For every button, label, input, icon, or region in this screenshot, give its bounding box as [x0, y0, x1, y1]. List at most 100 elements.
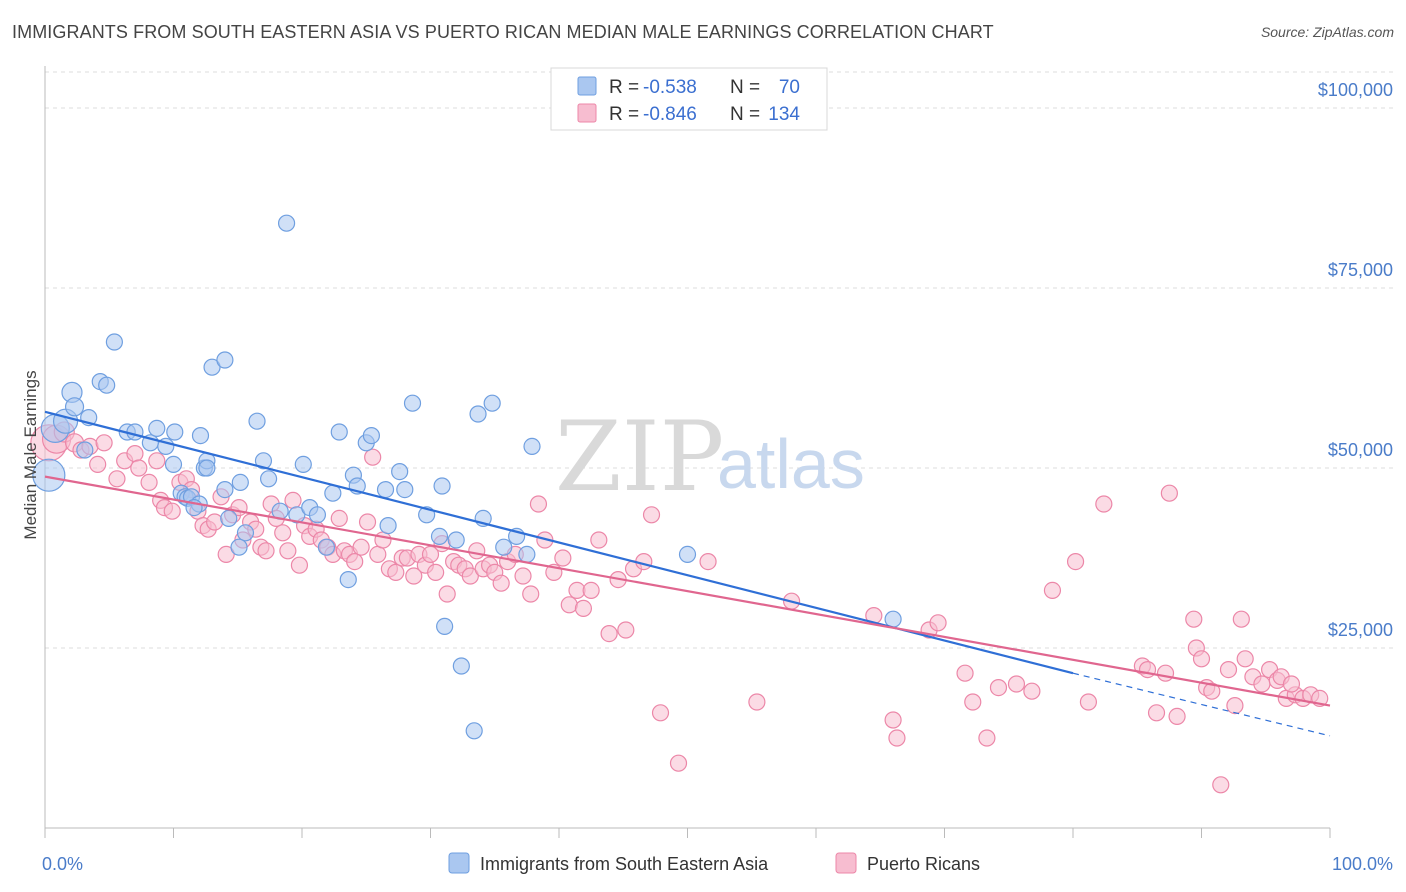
point-puerto-rican: [427, 563, 445, 582]
point-puerto-rican: [888, 729, 906, 747]
point-se-asia: [339, 570, 357, 589]
legend-r-value-2: -0.846: [643, 104, 697, 125]
legend-n-label-1: N =: [730, 77, 760, 98]
point-se-asia: [32, 458, 66, 492]
point-puerto-rican: [358, 513, 377, 531]
point-puerto-rican: [364, 448, 382, 466]
point-se-asia: [469, 405, 487, 423]
point-se-asia: [98, 376, 116, 394]
point-puerto-rican: [352, 538, 370, 556]
point-se-asia: [362, 427, 380, 445]
y-tick-labels: $25,000 $50,000 $75,000 $100,000: [1318, 80, 1393, 640]
correlation-legend: R = -0.538 N = 70 R = -0.846 N = 134: [550, 67, 828, 131]
point-puerto-rican: [369, 545, 387, 564]
point-se-asia: [391, 463, 409, 481]
point-puerto-rican: [1066, 552, 1085, 571]
point-puerto-rican: [1156, 664, 1175, 682]
point-se-asia: [447, 531, 465, 549]
point-se-asia: [191, 427, 210, 445]
point-puerto-rican: [651, 704, 670, 722]
legend-r-label-1: R =: [609, 77, 639, 98]
point-se-asia: [324, 484, 342, 502]
x-tick-label-start: 0.0%: [42, 854, 83, 874]
point-se-asia: [216, 481, 234, 499]
point-puerto-rican: [956, 664, 974, 682]
point-se-asia: [495, 538, 513, 556]
point-puerto-rican: [290, 556, 309, 574]
point-se-asia: [216, 351, 234, 369]
point-se-asia: [230, 538, 248, 556]
point-puerto-rican: [374, 531, 392, 549]
point-se-asia: [164, 455, 183, 473]
legend-n-value-2: 134: [768, 104, 800, 125]
point-puerto-rican: [554, 549, 572, 567]
point-puerto-rican: [978, 729, 996, 747]
point-puerto-rican: [257, 542, 275, 560]
point-puerto-rican: [1212, 776, 1230, 794]
point-puerto-rican: [461, 567, 479, 585]
point-puerto-rican: [1007, 675, 1026, 693]
trend-lines: [44, 410, 1331, 737]
point-puerto-rican: [1147, 704, 1166, 722]
point-se-asia: [379, 516, 397, 535]
point-puerto-rican: [1079, 693, 1098, 711]
point-puerto-rican: [529, 495, 548, 513]
point-puerto-rican: [884, 711, 902, 729]
x-tick-label-end: 100.0%: [1332, 854, 1393, 874]
y-tick-label: $100,000: [1318, 80, 1393, 100]
point-puerto-rican: [330, 509, 348, 528]
point-puerto-rican: [492, 574, 510, 592]
trend-line-puerto-rican: [44, 475, 1331, 707]
point-puerto-rican: [699, 552, 717, 571]
point-puerto-rican: [387, 563, 405, 582]
point-puerto-rican: [1203, 682, 1221, 700]
x-tick-labels: 0.0% 100.0%: [42, 854, 1393, 874]
point-se-asia: [203, 358, 221, 376]
legend-n-value-1: 70: [779, 77, 800, 98]
y-tick-label: $50,000: [1328, 440, 1393, 460]
series-legend: Immigrants from South Eastern Asia Puert…: [448, 852, 980, 874]
point-puerto-rican: [95, 434, 113, 452]
point-puerto-rican: [206, 513, 224, 531]
legend-n-label-2: N =: [730, 104, 760, 125]
point-se-asia: [105, 333, 123, 351]
legend-swatch-pink: [577, 103, 597, 123]
point-puerto-rican: [126, 445, 144, 463]
watermark-atlas: atlas: [717, 425, 865, 503]
point-se-asia: [254, 452, 273, 470]
point-puerto-rican: [669, 754, 688, 772]
point-se-asia: [330, 423, 348, 441]
point-puerto-rican: [274, 524, 292, 542]
point-puerto-rican: [148, 452, 166, 470]
point-se-asia: [430, 527, 449, 546]
point-se-asia: [236, 524, 255, 542]
point-se-asia: [396, 481, 414, 499]
y-tick-label: $25,000: [1328, 620, 1393, 640]
grid-lines: [45, 71, 1395, 649]
point-se-asia: [376, 481, 395, 499]
point-se-asia: [294, 455, 312, 473]
point-puerto-rican: [964, 693, 982, 711]
point-puerto-rican: [748, 693, 766, 711]
point-puerto-rican: [163, 502, 181, 520]
point-se-asia: [452, 657, 470, 675]
point-puerto-rican: [582, 581, 600, 600]
point-puerto-rican: [1226, 696, 1244, 715]
series-legend-swatch-blue: [448, 852, 470, 874]
point-se-asia: [308, 506, 327, 524]
point-puerto-rican: [1168, 707, 1186, 726]
point-se-asia: [277, 214, 296, 232]
point-puerto-rican: [929, 614, 947, 632]
point-puerto-rican: [1185, 610, 1203, 628]
point-puerto-rican: [1023, 682, 1041, 700]
legend-r-value-1: -0.538: [643, 77, 697, 98]
point-puerto-rican: [346, 552, 364, 571]
legend-r-label-2: R =: [609, 104, 639, 125]
point-puerto-rican: [217, 545, 235, 564]
point-puerto-rican: [1043, 581, 1062, 600]
series-legend-label-1: Immigrants from South Eastern Asia: [480, 854, 769, 874]
point-puerto-rican: [560, 596, 578, 614]
point-se-asia: [148, 419, 166, 437]
y-tick-label: $75,000: [1328, 260, 1393, 280]
point-puerto-rican: [468, 542, 486, 560]
